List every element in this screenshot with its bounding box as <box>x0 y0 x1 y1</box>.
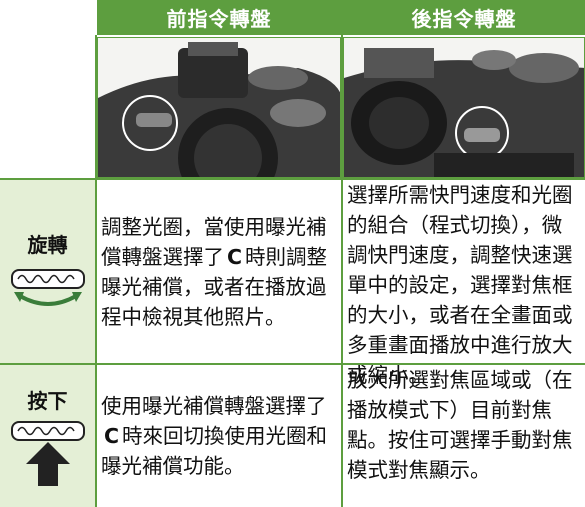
header-front: 前指令轉盤 <box>97 0 341 35</box>
c-icon: C <box>227 244 243 269</box>
front-desc: 調整光圈，當使用曝光補償轉盤選擇了 C 時則調整曝光補償，或者在播放過程中檢視其他照… <box>97 180 341 363</box>
rear-desc: 選擇所需快門速度和光圈的組合（程式切換），微調快門速度，調整快速選單中的設定，選… <box>347 183 573 387</box>
front-dial-photo <box>97 37 341 178</box>
text: 時來回切換使用光圈和曝光補償功能。 <box>101 424 328 478</box>
c-icon: C <box>104 424 120 448</box>
front-desc: 使用曝光補償轉盤選擇了 C 時來回切換使用光圈和曝光補償功能。 <box>97 365 341 507</box>
header-rear: 後指令轉盤 <box>343 0 585 35</box>
rear-desc: 放大所選對焦區域或（在播放模式下）目前對焦點。按住可選擇手動對焦模式對焦顯示。 <box>347 368 573 482</box>
rotate-icon <box>10 269 85 306</box>
action-label: 按下 <box>27 388 68 413</box>
text: 調整光圈，當使用曝光補償轉盤選擇了 <box>101 214 327 269</box>
text: 時則調整曝光補償，或者在播放過程中檢視其他照片。 <box>101 244 328 329</box>
action-cell: 旋轉 <box>0 180 95 363</box>
action-cell: 按下 <box>0 365 95 507</box>
text: 使用曝光補償轉盤選擇了 <box>101 394 327 418</box>
action-label: 旋轉 <box>27 233 68 257</box>
press-icon <box>10 420 85 486</box>
rear-dial-photo <box>343 37 585 178</box>
